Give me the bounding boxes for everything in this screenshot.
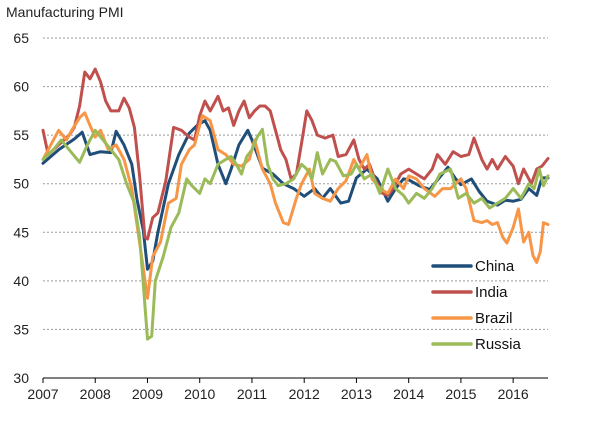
x-tick-2012: 2012	[289, 386, 320, 402]
x-tick-2013: 2013	[341, 386, 372, 402]
legend-label-india: India	[475, 284, 508, 301]
axes	[42, 377, 548, 383]
x-tick-2008: 2008	[80, 386, 111, 402]
x-tick-labels: 2007 2008 2009 2010 2011 2012 2013 2014 2015 2016	[27, 386, 529, 402]
series-line-brazil	[41, 111, 550, 300]
x-tick-2016: 2016	[498, 386, 529, 402]
legend-label-russia: Russia	[475, 336, 522, 353]
y-tick-50: 50	[13, 176, 29, 192]
y-tick-60: 60	[13, 79, 29, 95]
y-tick-30: 30	[13, 370, 29, 386]
x-tick-2011: 2011	[237, 386, 267, 402]
y-tick-35: 35	[13, 321, 29, 337]
series-line-russia	[41, 127, 550, 341]
legend-label-brazil: Brazil	[475, 310, 513, 327]
x-tick-2009: 2009	[132, 386, 163, 402]
legend: China India Brazil Russia	[431, 258, 522, 353]
x-tick-2007: 2007	[27, 386, 58, 402]
chart-title: Manufacturing PMI	[6, 4, 124, 20]
series-lines	[41, 67, 550, 341]
y-tick-55: 55	[13, 127, 29, 143]
series-line-china	[41, 119, 550, 271]
y-tick-labels: 30 35 40 45 50 55 60 65	[13, 30, 29, 386]
y-tick-40: 40	[13, 273, 29, 289]
y-tick-45: 45	[13, 224, 29, 240]
gridlines	[43, 37, 548, 330]
x-tick-2010: 2010	[184, 386, 215, 402]
legend-label-china: China	[475, 258, 515, 275]
x-tick-2014: 2014	[393, 386, 424, 402]
x-tick-2015: 2015	[445, 386, 476, 402]
y-tick-65: 65	[13, 30, 29, 46]
series-line-india	[41, 67, 550, 241]
